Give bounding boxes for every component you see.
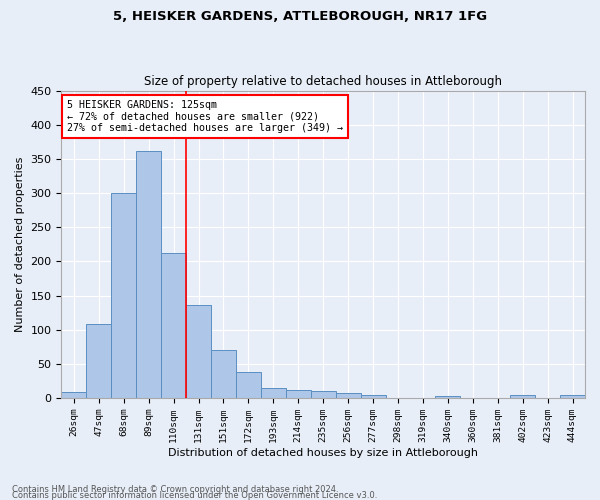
Bar: [286, 390, 311, 398]
Bar: [111, 194, 136, 398]
Bar: [211, 350, 236, 398]
Bar: [186, 305, 211, 398]
Bar: [136, 151, 161, 398]
Bar: [335, 393, 361, 398]
Bar: [236, 372, 261, 398]
Bar: [436, 396, 460, 398]
Text: Contains HM Land Registry data © Crown copyright and database right 2024.: Contains HM Land Registry data © Crown c…: [12, 484, 338, 494]
Bar: [161, 253, 186, 398]
Bar: [510, 395, 535, 398]
Text: 5, HEISKER GARDENS, ATTLEBOROUGH, NR17 1FG: 5, HEISKER GARDENS, ATTLEBOROUGH, NR17 1…: [113, 10, 487, 23]
Bar: [361, 395, 386, 398]
Bar: [86, 324, 111, 398]
Y-axis label: Number of detached properties: Number of detached properties: [15, 156, 25, 332]
Bar: [560, 395, 585, 398]
Text: Contains public sector information licensed under the Open Government Licence v3: Contains public sector information licen…: [12, 490, 377, 500]
Text: 5 HEISKER GARDENS: 125sqm
← 72% of detached houses are smaller (922)
27% of semi: 5 HEISKER GARDENS: 125sqm ← 72% of detac…: [67, 100, 343, 134]
Bar: [61, 392, 86, 398]
X-axis label: Distribution of detached houses by size in Attleborough: Distribution of detached houses by size …: [168, 448, 478, 458]
Title: Size of property relative to detached houses in Attleborough: Size of property relative to detached ho…: [144, 76, 502, 88]
Bar: [311, 391, 335, 398]
Bar: [261, 388, 286, 398]
